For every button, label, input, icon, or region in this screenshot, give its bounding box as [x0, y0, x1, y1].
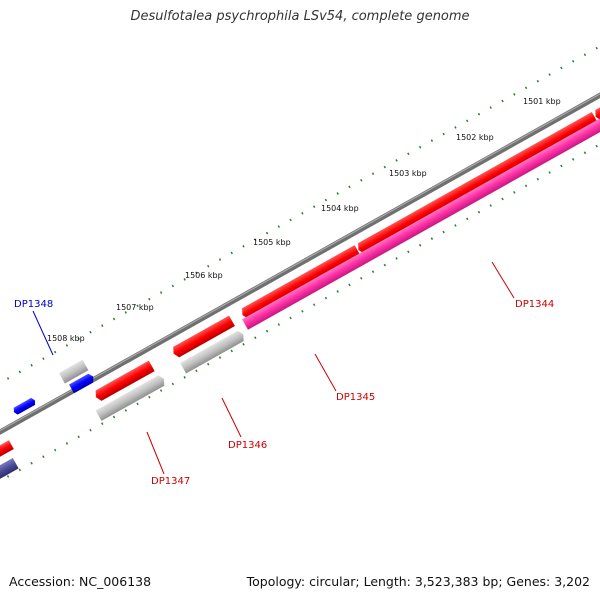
accession-label: Accession: NC_006138: [9, 574, 152, 589]
grey-feature-upper: [58, 359, 89, 384]
blue-feature-small-shape[interactable]: [12, 397, 37, 416]
ruler-labels: 1501 kbp 1502 kbp 1503 kbp 1504 kbp 1505…: [47, 97, 561, 343]
gene-dp1345-feature[interactable]: [239, 245, 361, 320]
dark-blue-feature-track: [0, 457, 19, 483]
ruler-label-1506: 1506 kbp: [185, 271, 223, 280]
forward-cds-track: [0, 93, 600, 461]
gene-label-dp1348[interactable]: DP1348: [14, 299, 53, 310]
gene-label-dp1346[interactable]: DP1346: [228, 440, 267, 451]
gene-dp1347-feature[interactable]: [93, 360, 155, 403]
ruler-label-1501: 1501 kbp: [523, 97, 561, 106]
blue-feature-track: [69, 372, 96, 394]
gene-label-dp1345[interactable]: DP1345: [336, 392, 375, 403]
ruler-label-1502: 1502 kbp: [456, 133, 494, 142]
gene-label-leaders: [32, 261, 515, 475]
blue-feature-small: [12, 397, 37, 416]
gene-dp1344-feature[interactable]: [355, 112, 598, 255]
grey-feature-3[interactable]: [58, 359, 89, 384]
dark-blue-feature[interactable]: [0, 457, 19, 483]
ruler-label-1504: 1504 kbp: [321, 204, 359, 213]
gene-track: [242, 104, 600, 330]
grey-feature-1[interactable]: [95, 374, 167, 421]
ruler-label-1505: 1505 kbp: [253, 238, 291, 247]
page-title: Desulfotalea psychrophila LSv54, complet…: [130, 9, 470, 24]
gene-labels: DP1344 DP1345 DP1346 DP1347 DP1348: [14, 299, 554, 487]
ruler-label-1508: 1508 kbp: [47, 334, 85, 343]
grey-feature-2[interactable]: [180, 329, 246, 374]
gene-dp1344-track-feature[interactable]: [242, 104, 600, 330]
outer-tick-ruler: [0, 29, 600, 387]
genome-backbone: [0, 77, 600, 440]
gene-dp1346-feature[interactable]: [171, 315, 235, 359]
ruler-label-1507: 1507 kbp: [116, 303, 154, 312]
gene-label-dp1344[interactable]: DP1344: [515, 299, 554, 310]
grey-feature-track: [95, 329, 246, 421]
gene-dp1348-adjacent-feature[interactable]: [0, 440, 14, 461]
genome-summary-label: Topology: circular; Length: 3,523,383 bp…: [246, 574, 590, 589]
ruler-label-1503: 1503 kbp: [389, 169, 427, 178]
gene-dp1348-feature[interactable]: [69, 372, 96, 394]
gene-label-dp1347[interactable]: DP1347: [151, 476, 190, 487]
